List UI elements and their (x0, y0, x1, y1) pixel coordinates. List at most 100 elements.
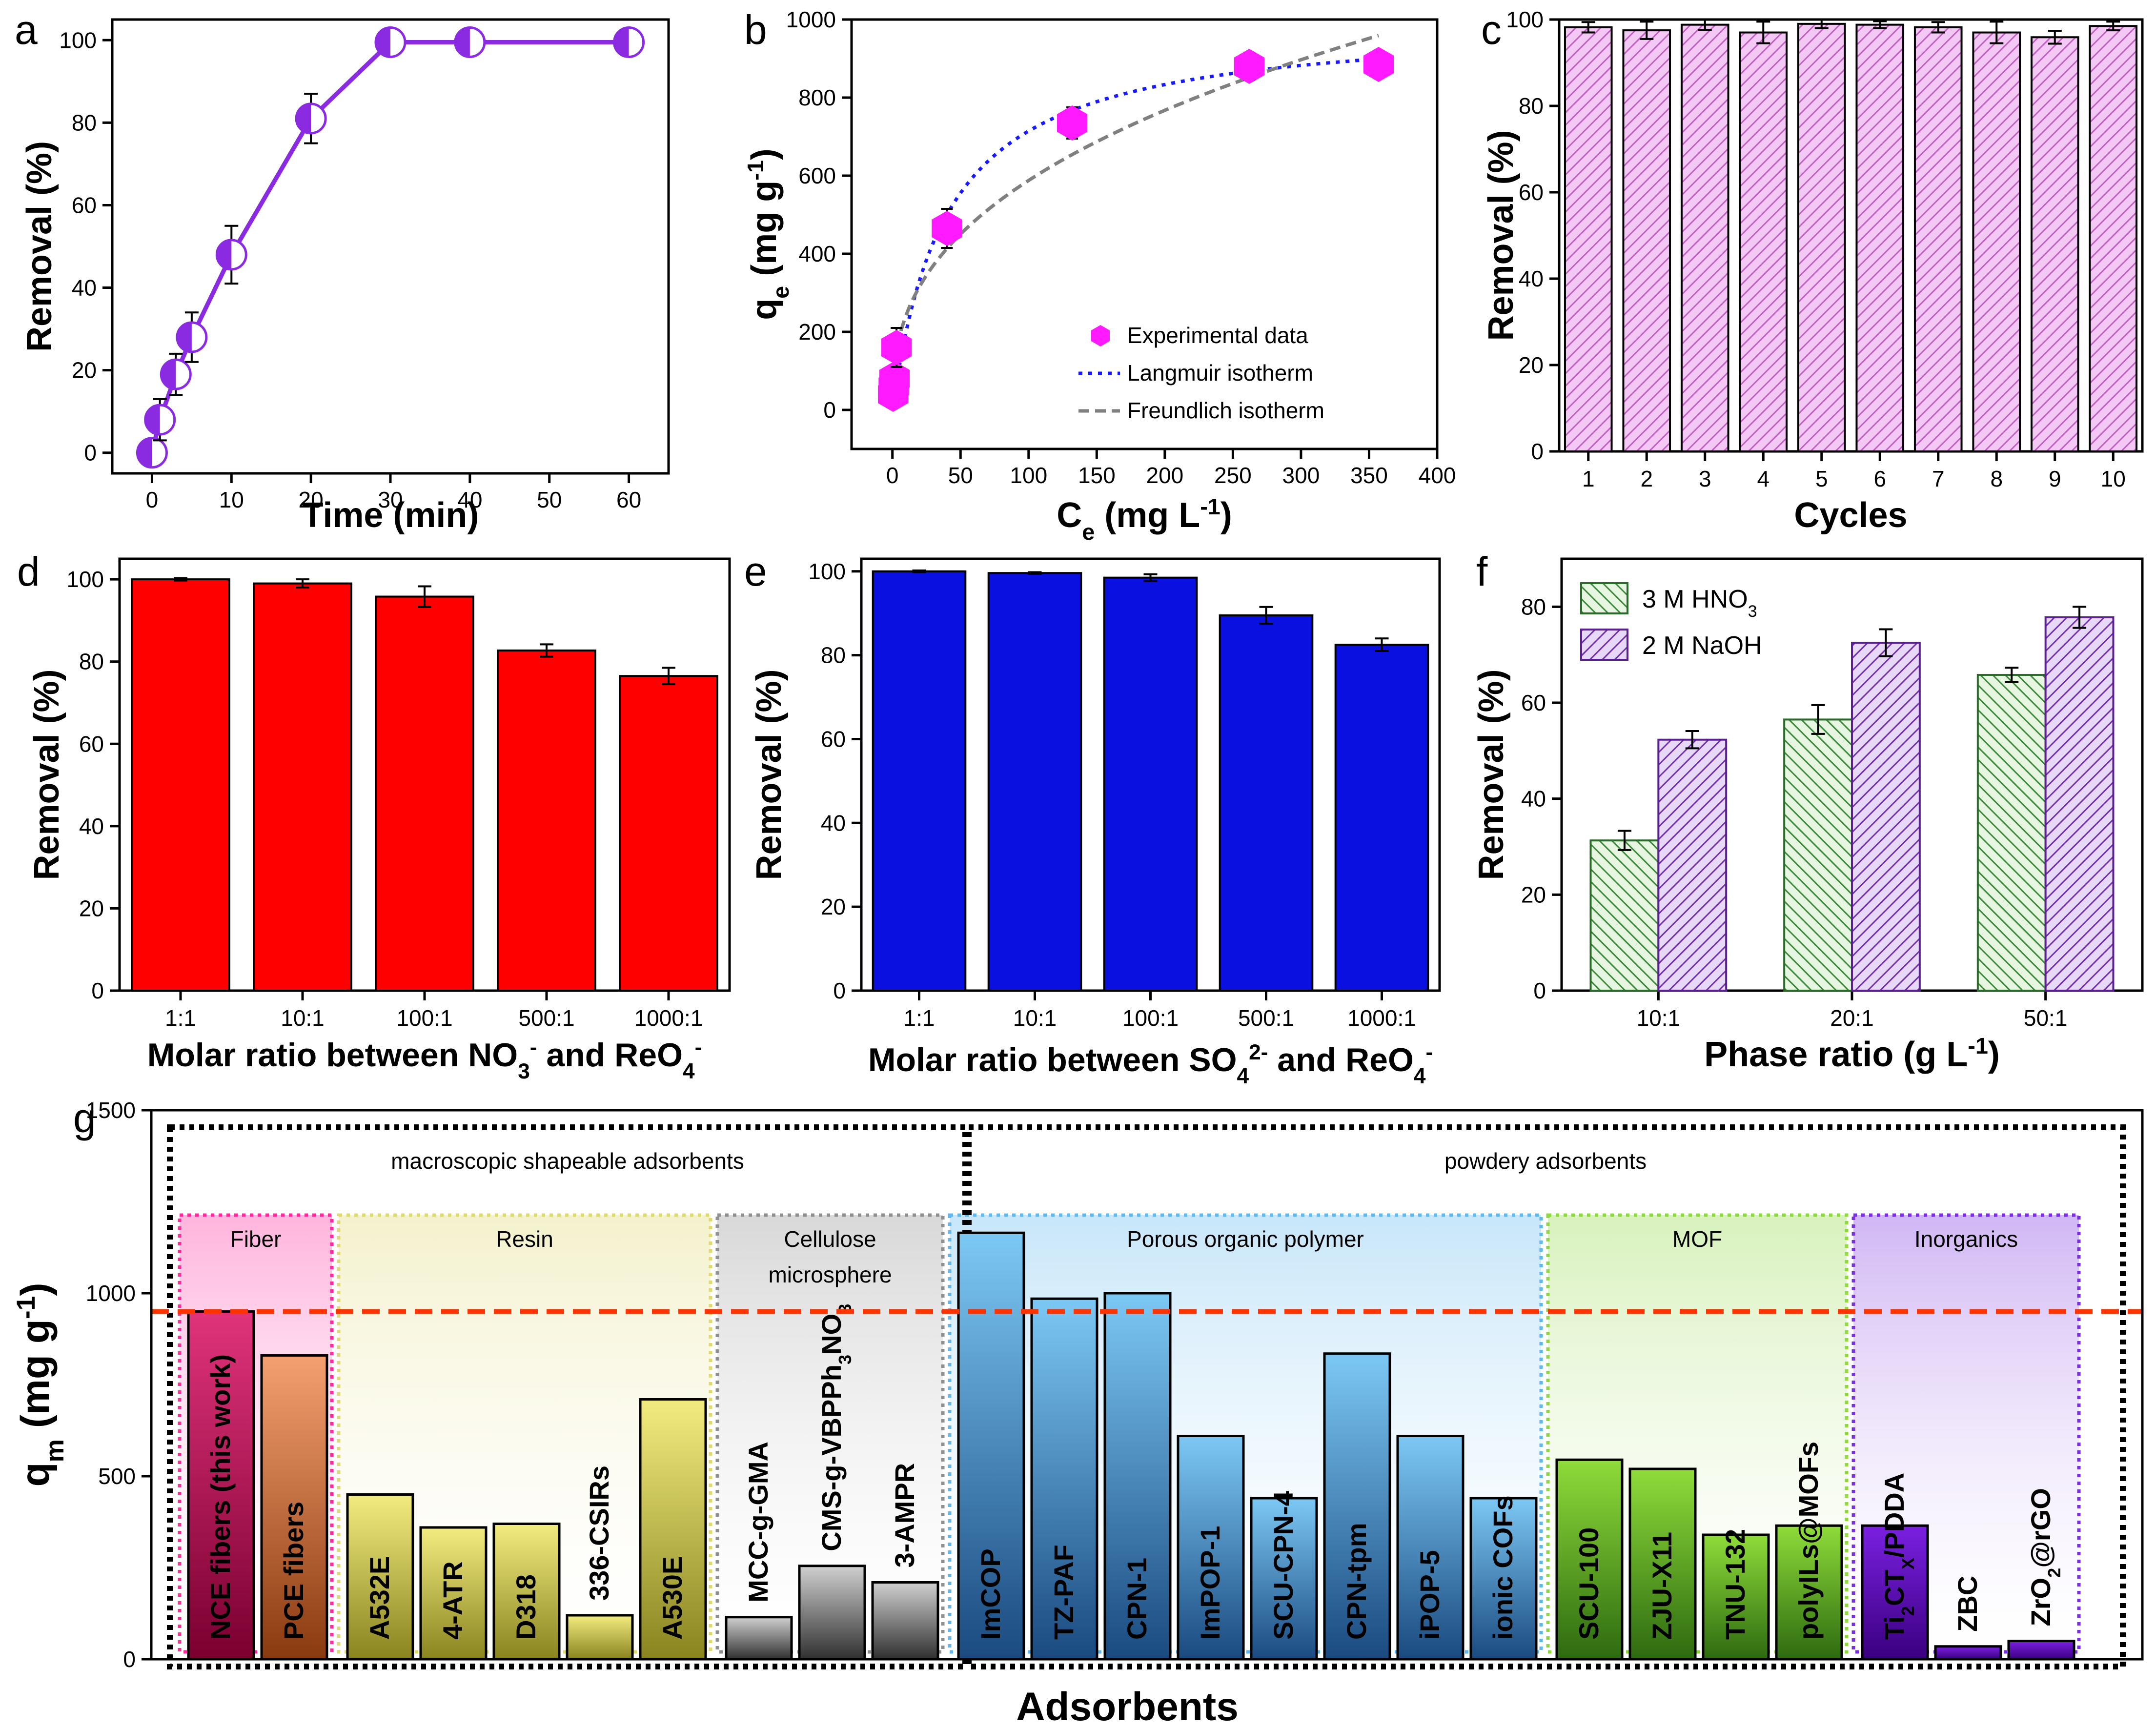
bar-label: ImPOP-1 (1195, 1526, 1225, 1640)
bar (131, 578, 230, 992)
x-axis-label-d: Molar ratio between NO3- and ReO4- (147, 1036, 702, 1083)
bar (871, 1581, 939, 1661)
bar (419, 1526, 488, 1661)
bar (260, 1354, 328, 1661)
x-tick-label: 10:1 (281, 1005, 325, 1031)
y-tick-label: 80 (821, 643, 846, 668)
bar (1739, 31, 1788, 453)
group-label: Resin (496, 1226, 553, 1252)
x-axis-label-f-part: ) (1988, 1035, 2000, 1074)
experimental-point (881, 330, 912, 365)
bar-label-part: 2 (2044, 1568, 2064, 1578)
x-tick-label: 10 (219, 487, 244, 512)
y-tick-label: 40 (1519, 266, 1544, 291)
bar (1775, 1524, 1843, 1661)
bar-label: D318 (510, 1574, 541, 1640)
bar-label-part: D318 (510, 1574, 541, 1640)
x-axis-label-d-part: Molar ratio between NO (147, 1037, 518, 1074)
bar-label-part: /PDDA (1879, 1473, 1910, 1558)
bar (253, 582, 352, 992)
bar-label-part: CT (1879, 1569, 1910, 1606)
bar-label: TNU-132 (1720, 1529, 1750, 1640)
axes-c: 0 20 40 60 80 100 1 2 3 4 5 6 7 8 9 10 (1506, 7, 2144, 491)
y-axis-label-b-part: -1 (743, 160, 768, 181)
bar (346, 1493, 414, 1661)
bar-label-part: SCU-CPN-4 (1268, 1491, 1299, 1640)
super-group-label: macroscopic shapeable adsorbents (391, 1148, 744, 1174)
x-axis-label-b-part: C (1057, 496, 1082, 535)
bar (2007, 1640, 2075, 1661)
y-tick-label: 0 (123, 1647, 136, 1672)
x-tick-label: 50:1 (2024, 1005, 2068, 1031)
panel-label-b: b (744, 7, 767, 53)
y-axis-label-g-part: (mg g (13, 1319, 58, 1439)
y-axis-label-g-part: ) (13, 1282, 58, 1296)
data-point (613, 26, 645, 58)
data-point (176, 321, 208, 353)
y-tick-label: 20 (1521, 882, 1546, 907)
x-tick-label: 20:1 (1830, 1005, 1874, 1031)
bar (1564, 26, 1613, 453)
legend: 3 M HNO3 2 M NaOH (1580, 582, 1762, 661)
bar-label: CMS-g-VBPPh3NO3 (816, 1304, 855, 1551)
x-tick-label: 1000:1 (634, 1005, 703, 1031)
bar-label: Ti2CTX/PDDA (1879, 1473, 1918, 1640)
y-tick-label: 0 (1531, 439, 1544, 464)
x-tick-label: 1:1 (904, 1005, 935, 1031)
experimental-point (1234, 49, 1265, 84)
bar-label: CPN-tpm (1341, 1523, 1372, 1640)
bar (1589, 839, 1660, 992)
x-tick-label: 1:1 (165, 1005, 196, 1031)
x-axis-label-b-part: ) (1220, 496, 1232, 535)
x-tick-label: 200 (1146, 463, 1183, 488)
y-tick-label: 60 (79, 731, 104, 756)
bar-label-part: polyILs@MOFs (1793, 1442, 1824, 1640)
bar (492, 1523, 561, 1661)
x-axis-label-d-part: - (530, 1036, 537, 1059)
bar (1177, 1435, 1245, 1661)
bar-label-part: X (1898, 1558, 1918, 1569)
y-axis-label-b-part: ) (745, 148, 784, 160)
bar-label: ionic COFs (1487, 1495, 1518, 1640)
y-tick-label: 40 (79, 814, 104, 839)
plot-frame (850, 18, 1439, 450)
data-point (295, 102, 327, 135)
legend-label-part: 2 M NaOH (1642, 631, 1762, 660)
x-tick-label: 1000:1 (1347, 1005, 1416, 1031)
marker-fill (145, 405, 160, 435)
bar (2089, 25, 2138, 452)
y-tick-label: 20 (79, 895, 104, 921)
marker-fill (296, 103, 311, 133)
x-axis-label-e-part: Molar ratio between SO (868, 1041, 1237, 1078)
bar (1622, 29, 1671, 452)
y-axis-label-b-part: (mg g (745, 181, 784, 286)
y-axis-label-a-part: Removal (%) (20, 141, 59, 352)
x-tick-label: 150 (1078, 463, 1116, 488)
bar-label: 4-ATR (437, 1561, 468, 1640)
x-axis-label-g-part: Adsorbents (1016, 1685, 1239, 1729)
x-tick-label: 10:1 (1013, 1005, 1057, 1031)
x-tick-label: 50 (948, 463, 973, 488)
bar-label-part: 3-AMPR (889, 1463, 920, 1568)
y-axis-label-e-part: Removal (%) (750, 669, 789, 880)
y-axis-label-b-part: e (768, 286, 793, 299)
y-tick-label: 60 (821, 726, 846, 752)
bar-label-part: 4-ATR (437, 1561, 468, 1640)
y-axis-label-a: Removal (%) (20, 141, 59, 352)
experimental-point (932, 211, 962, 246)
bar-label-part: CMS-g-VBPPh (816, 1364, 847, 1551)
y-tick-label: 1500 (86, 1098, 136, 1123)
bar-label-part: SCU-100 (1573, 1527, 1604, 1640)
x-tick-label: 500:1 (1238, 1005, 1294, 1031)
x-axis-label-d-part: 4 (683, 1059, 695, 1083)
x-tick-label: 7 (1932, 466, 1945, 491)
bar (987, 572, 1082, 992)
panel-label-e: e (744, 549, 767, 594)
y-axis-label-b: qe (mg g-1) (743, 148, 793, 320)
x-axis-label-g: Adsorbents (1016, 1685, 1239, 1729)
axes-g: Fiber Resin Cellulose microsphere Porous org… (86, 1098, 2144, 1672)
y-axis-label-e: Removal (%) (750, 669, 789, 880)
bar-label: ImCOP (975, 1548, 1006, 1640)
bar-label-part: iPOP-5 (1414, 1550, 1445, 1640)
y-tick-label: 100 (66, 567, 104, 592)
